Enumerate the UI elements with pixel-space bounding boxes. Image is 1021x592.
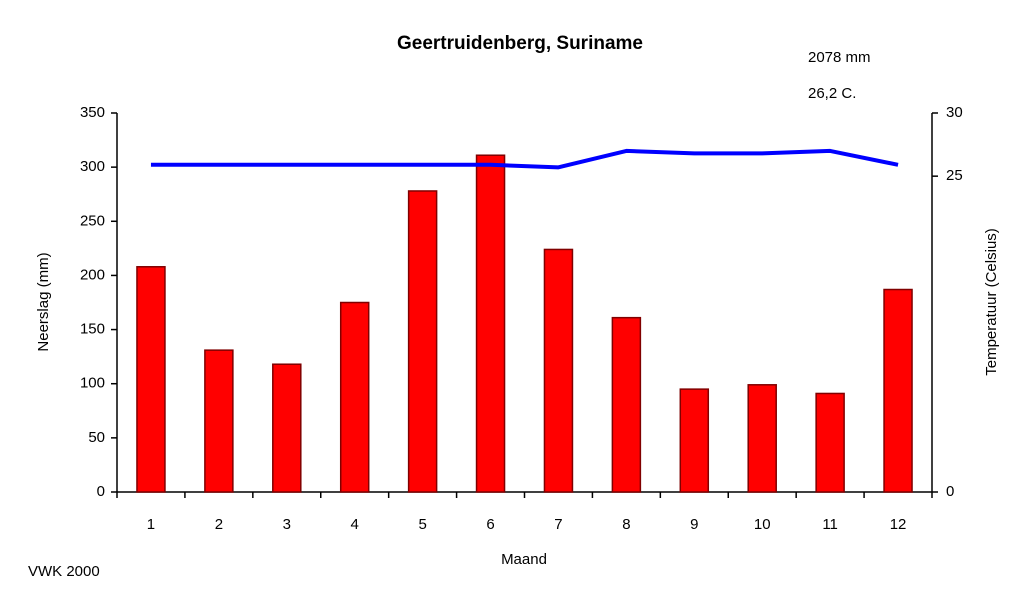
x-tick-label: 9 — [690, 516, 698, 533]
x-tick-label: 2 — [215, 516, 223, 533]
x-tick-label: 11 — [822, 516, 838, 533]
x-tick-label: 7 — [554, 516, 562, 533]
y-tick-label: 350 — [80, 104, 105, 121]
x-tick-label: 6 — [486, 516, 494, 533]
y-tick-label: 100 — [80, 375, 105, 392]
x-tick-label: 5 — [418, 516, 426, 533]
bar — [136, 266, 166, 493]
chart-title: Geertruidenberg, Suriname — [397, 33, 643, 54]
bar — [339, 301, 370, 493]
temperature-line — [150, 148, 899, 170]
y-tick-label: 200 — [80, 266, 105, 283]
source: VWK 2000 — [28, 563, 100, 580]
x-tick-label: 12 — [890, 516, 907, 533]
y-axis-label: Neerslag (mm) — [35, 252, 52, 351]
x-tick-label: 1 — [147, 516, 155, 533]
y-tick-label: 250 — [80, 212, 105, 229]
y-tick-label: 50 — [88, 429, 105, 446]
x-tick-label: 8 — [622, 516, 630, 533]
y2-tick-label: 0 — [946, 483, 954, 500]
bar — [883, 288, 913, 493]
x-tick-label: 3 — [283, 516, 291, 533]
annotation: 26,2 C. — [808, 85, 856, 102]
bar — [272, 363, 302, 493]
y2-axis-label: Temperatuur (Celsius) — [983, 228, 1000, 376]
y2-tick-label: 30 — [946, 104, 963, 121]
bar — [611, 316, 642, 493]
bar — [679, 388, 710, 493]
y-tick-label: 0 — [97, 483, 105, 500]
bar — [407, 190, 438, 493]
bar — [815, 392, 845, 493]
bar — [543, 248, 574, 493]
bar — [747, 384, 777, 493]
bar — [204, 349, 234, 493]
x-axis-label: Maand — [501, 551, 547, 568]
y2-tick-label: 25 — [946, 167, 963, 184]
bar — [475, 154, 506, 493]
x-tick-label: 10 — [754, 516, 771, 533]
x-tick-label: 4 — [351, 516, 359, 533]
y-tick-label: 150 — [80, 321, 105, 338]
annotation: 2078 mm — [808, 49, 871, 66]
y-tick-label: 300 — [80, 158, 105, 175]
